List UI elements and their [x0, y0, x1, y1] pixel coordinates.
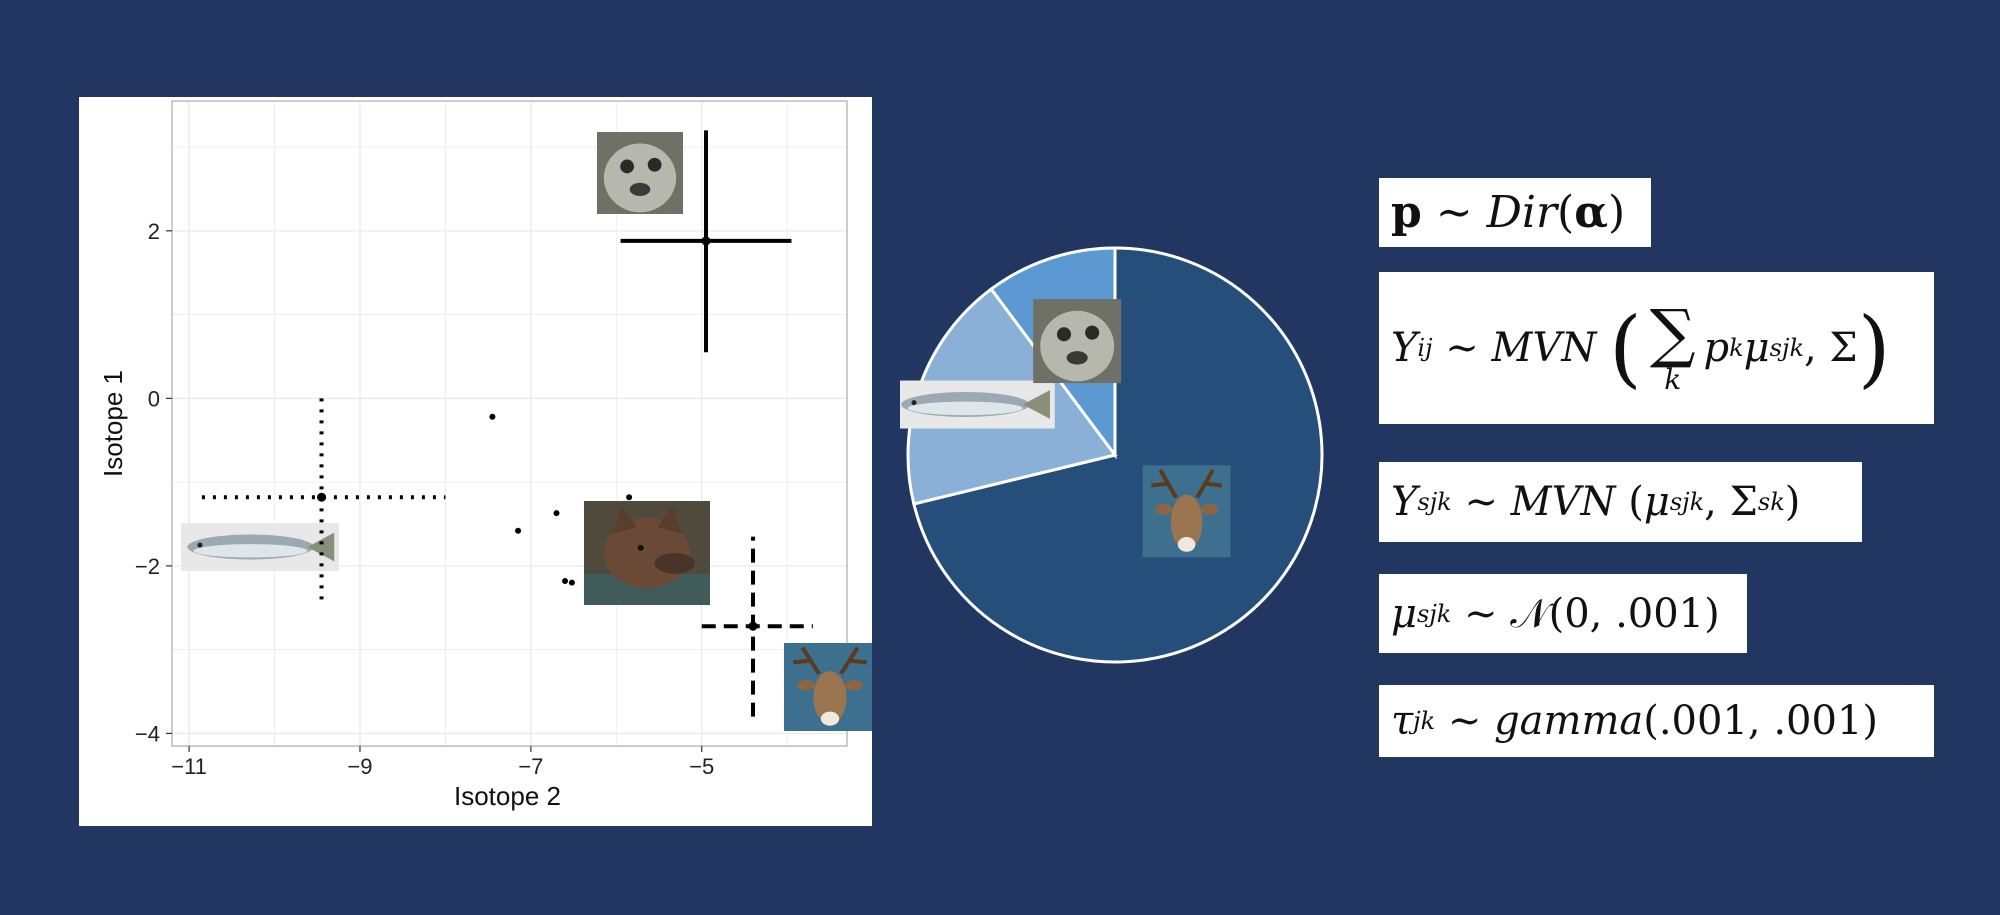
source-seal-mean-point	[701, 236, 711, 246]
salmon-icon	[900, 380, 1055, 429]
equation-precision-prior: τ jk ∼ gamma (.001, .001)	[1379, 685, 1934, 757]
y-tick-label: −2	[135, 554, 160, 579]
mixture-point	[515, 527, 522, 534]
diet-proportion-pie-chart	[900, 246, 1324, 664]
x-axis-label: Isotope 2	[454, 781, 561, 811]
y-tick-label: 0	[148, 386, 160, 411]
x-tick-label: −7	[518, 754, 543, 779]
deer-icon	[1142, 465, 1231, 558]
source-deer-crosshair	[701, 536, 813, 717]
x-tick-label: −11	[171, 754, 207, 779]
source-deer-mean-point	[748, 621, 758, 631]
x-tick-label: −5	[689, 754, 714, 779]
scatter-plot: −11 −9 −7 −5 −4 −2 0 2 Isotope 2 Isotope 1	[98, 100, 872, 811]
mixture-point	[568, 579, 575, 586]
mixture-point	[626, 494, 633, 501]
seal-icon	[1033, 299, 1122, 384]
pie-slice-deer	[912, 246, 1324, 664]
mixture-point	[553, 510, 560, 517]
plot-area	[172, 101, 847, 746]
wolf-icon	[584, 501, 710, 605]
y-tick-label: 2	[148, 219, 160, 244]
scatter-plot-panel: −11 −9 −7 −5 −4 −2 0 2 Isotope 2 Isotope 1	[79, 97, 872, 826]
seal-icon	[597, 132, 683, 214]
plot-border	[171, 100, 848, 747]
y-axis-label: Isotope 1	[98, 370, 128, 477]
equation-dirichlet-prior: p ∼ Dir(α)	[1379, 178, 1651, 247]
equation-mean-prior: μ s jk ∼ 𝒩(0, .001)	[1379, 574, 1747, 653]
salmon-icon	[181, 523, 339, 571]
source-salmon-mean-point	[317, 492, 327, 502]
y-tick-label: −4	[135, 721, 160, 746]
source-seal-crosshair	[620, 130, 792, 353]
source-salmon-crosshair	[201, 398, 446, 600]
mixture-point	[562, 577, 569, 584]
deer-icon	[784, 643, 872, 731]
x-tick-label: −9	[347, 754, 372, 779]
mixture-point	[489, 413, 496, 420]
